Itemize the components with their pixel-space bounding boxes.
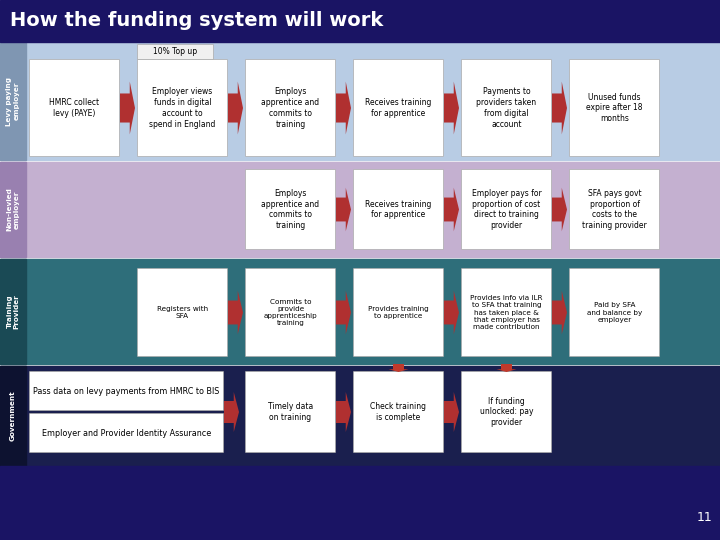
Text: Employs
apprentice and
commits to
training: Employs apprentice and commits to traini… (261, 189, 320, 230)
Bar (0, 259, 720, 364)
FancyBboxPatch shape (354, 372, 444, 453)
Text: Provides info via ILR
to SFA that training
has taken place &
that employer has
m: Provides info via ILR to SFA that traini… (470, 295, 543, 330)
FancyBboxPatch shape (30, 414, 223, 453)
Polygon shape (120, 82, 135, 134)
Text: Check training
is complete: Check training is complete (371, 402, 426, 422)
Polygon shape (444, 82, 459, 134)
FancyBboxPatch shape (354, 170, 444, 249)
Bar (0, 366, 720, 466)
FancyBboxPatch shape (246, 372, 336, 453)
FancyBboxPatch shape (570, 170, 660, 249)
Polygon shape (552, 291, 567, 334)
FancyBboxPatch shape (570, 268, 660, 356)
Text: SFA pays govt
proportion of
costs to the
training provider: SFA pays govt proportion of costs to the… (582, 189, 647, 230)
Polygon shape (336, 82, 351, 134)
Polygon shape (444, 291, 459, 334)
Polygon shape (336, 392, 351, 432)
Bar (0, 366, 26, 466)
Text: Commits to
provide
apprenticeship
training: Commits to provide apprenticeship traini… (264, 299, 318, 326)
Bar (0, 0, 720, 42)
Polygon shape (336, 291, 351, 334)
Text: Government: Government (10, 390, 16, 441)
FancyBboxPatch shape (246, 268, 336, 356)
Bar (0, 162, 720, 257)
FancyBboxPatch shape (138, 268, 228, 356)
Text: If funding
unlocked: pay
provider: If funding unlocked: pay provider (480, 397, 534, 427)
FancyBboxPatch shape (30, 59, 120, 157)
Text: Pass data on levy payments from HMRC to BIS: Pass data on levy payments from HMRC to … (33, 387, 220, 395)
FancyBboxPatch shape (30, 372, 223, 410)
Text: 11: 11 (697, 511, 713, 524)
FancyBboxPatch shape (354, 268, 444, 356)
Polygon shape (444, 392, 459, 432)
FancyBboxPatch shape (462, 170, 552, 249)
Polygon shape (228, 291, 243, 334)
Text: Timely data
on training: Timely data on training (268, 402, 313, 422)
Text: Training
Provider: Training Provider (6, 294, 19, 329)
Text: Payments to
providers taken
from digital
account: Payments to providers taken from digital… (477, 87, 536, 129)
Text: Paid by SFA
and balance by
employer: Paid by SFA and balance by employer (587, 302, 642, 323)
Polygon shape (444, 188, 459, 231)
FancyBboxPatch shape (462, 268, 552, 356)
FancyBboxPatch shape (462, 372, 552, 453)
Text: Unused funds
expire after 18
months: Unused funds expire after 18 months (586, 93, 643, 123)
Polygon shape (552, 82, 567, 134)
FancyBboxPatch shape (246, 59, 336, 157)
FancyBboxPatch shape (246, 170, 336, 249)
Polygon shape (497, 364, 516, 372)
FancyBboxPatch shape (354, 59, 444, 157)
Text: Registers with
SFA: Registers with SFA (157, 306, 208, 319)
Bar (0, 42, 720, 160)
Text: Levy paying
employer: Levy paying employer (6, 77, 19, 125)
Polygon shape (224, 392, 239, 432)
Polygon shape (228, 82, 243, 134)
Text: Non-levied
employer: Non-levied employer (6, 187, 19, 232)
Polygon shape (336, 188, 351, 231)
Polygon shape (552, 188, 567, 231)
Text: Receives training
for apprentice: Receives training for apprentice (365, 98, 432, 118)
Bar (0, 162, 26, 257)
Text: 10% Top up: 10% Top up (153, 48, 197, 57)
Text: Provides training
to apprentice: Provides training to apprentice (368, 306, 429, 319)
Bar (0, 42, 26, 160)
FancyBboxPatch shape (462, 59, 552, 157)
Text: Employer and Provider Identity Assurance: Employer and Provider Identity Assurance (42, 429, 211, 437)
Text: Employer views
funds in digital
account to
spend in England: Employer views funds in digital account … (149, 87, 216, 129)
Text: How the funding system will work: How the funding system will work (10, 11, 383, 30)
FancyBboxPatch shape (138, 44, 214, 59)
FancyBboxPatch shape (138, 59, 228, 157)
Bar (0, 466, 720, 540)
Polygon shape (389, 364, 408, 372)
Text: Employs
apprentice and
commits to
training: Employs apprentice and commits to traini… (261, 87, 320, 129)
Text: HMRC collect
levy (PAYE): HMRC collect levy (PAYE) (50, 98, 99, 118)
Text: Employer pays for
proportion of cost
direct to training
provider: Employer pays for proportion of cost dir… (472, 189, 541, 230)
FancyBboxPatch shape (570, 59, 660, 157)
Text: Receives training
for apprentice: Receives training for apprentice (365, 200, 432, 219)
Bar (0, 259, 26, 364)
